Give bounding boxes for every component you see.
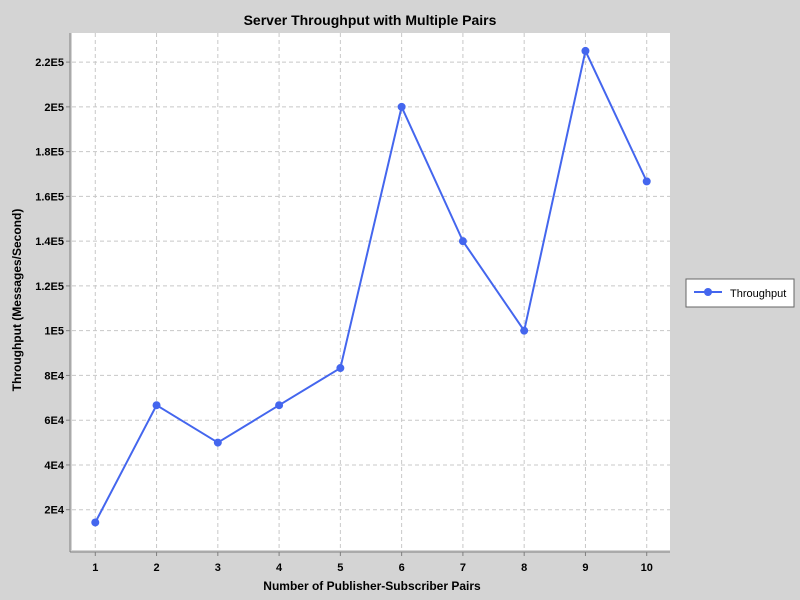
data-point — [520, 326, 529, 335]
data-point — [275, 401, 284, 410]
data-point — [152, 401, 161, 410]
x-tick-label: 4 — [276, 562, 283, 574]
legend-point-marker — [704, 288, 712, 296]
x-tick-label: 5 — [337, 562, 343, 574]
x-tick-label: 6 — [399, 562, 405, 574]
x-tick-label: 10 — [641, 562, 653, 574]
y-tick-label: 1E5 — [44, 326, 64, 338]
data-point — [213, 438, 222, 447]
data-point — [458, 237, 467, 246]
y-tick-label: 2E5 — [44, 102, 64, 114]
series-group — [91, 46, 651, 527]
gridlines — [72, 33, 670, 550]
legend: Throughput — [685, 278, 795, 308]
data-point — [91, 518, 100, 527]
x-tick-label: 7 — [460, 562, 466, 574]
x-tick-label: 9 — [582, 562, 588, 574]
y-tick-label: 1.6E5 — [35, 191, 64, 203]
data-point — [581, 46, 590, 55]
y-tick-label: 1.4E5 — [35, 236, 64, 248]
y-tick-label: 1.8E5 — [35, 147, 64, 159]
x-tick-label: 3 — [215, 562, 221, 574]
data-point — [336, 364, 345, 373]
plot-area — [72, 33, 670, 550]
y-tick-label: 2E4 — [44, 505, 64, 517]
y-tick-label: 8E4 — [44, 370, 64, 382]
data-point — [642, 177, 651, 186]
y-axis-label: Throughput (Messages/Second) — [10, 209, 24, 392]
y-tick-label: 6E4 — [44, 415, 64, 427]
x-tick-label: 1 — [92, 562, 98, 574]
y-tick-label: 4E4 — [44, 460, 64, 472]
series-line — [94, 49, 648, 523]
x-tick-label: 2 — [153, 562, 159, 574]
y-tick-label: 1.2E5 — [35, 281, 64, 293]
x-axis-label: Number of Publisher-Subscriber Pairs — [263, 579, 481, 593]
y-tick-label: 2.2E5 — [35, 57, 64, 69]
x-tick-label: 8 — [521, 562, 527, 574]
legend-label: Throughput — [730, 288, 786, 300]
data-point — [397, 102, 406, 111]
chart-title: Server Throughput with Multiple Pairs — [244, 12, 497, 28]
axis-ticks: 1 2 3 4 5 6 7 8 9 10 2E4 4E4 6E4 8E4 1E5 1.2E5 1.4E5 1.6E… — [35, 57, 653, 574]
